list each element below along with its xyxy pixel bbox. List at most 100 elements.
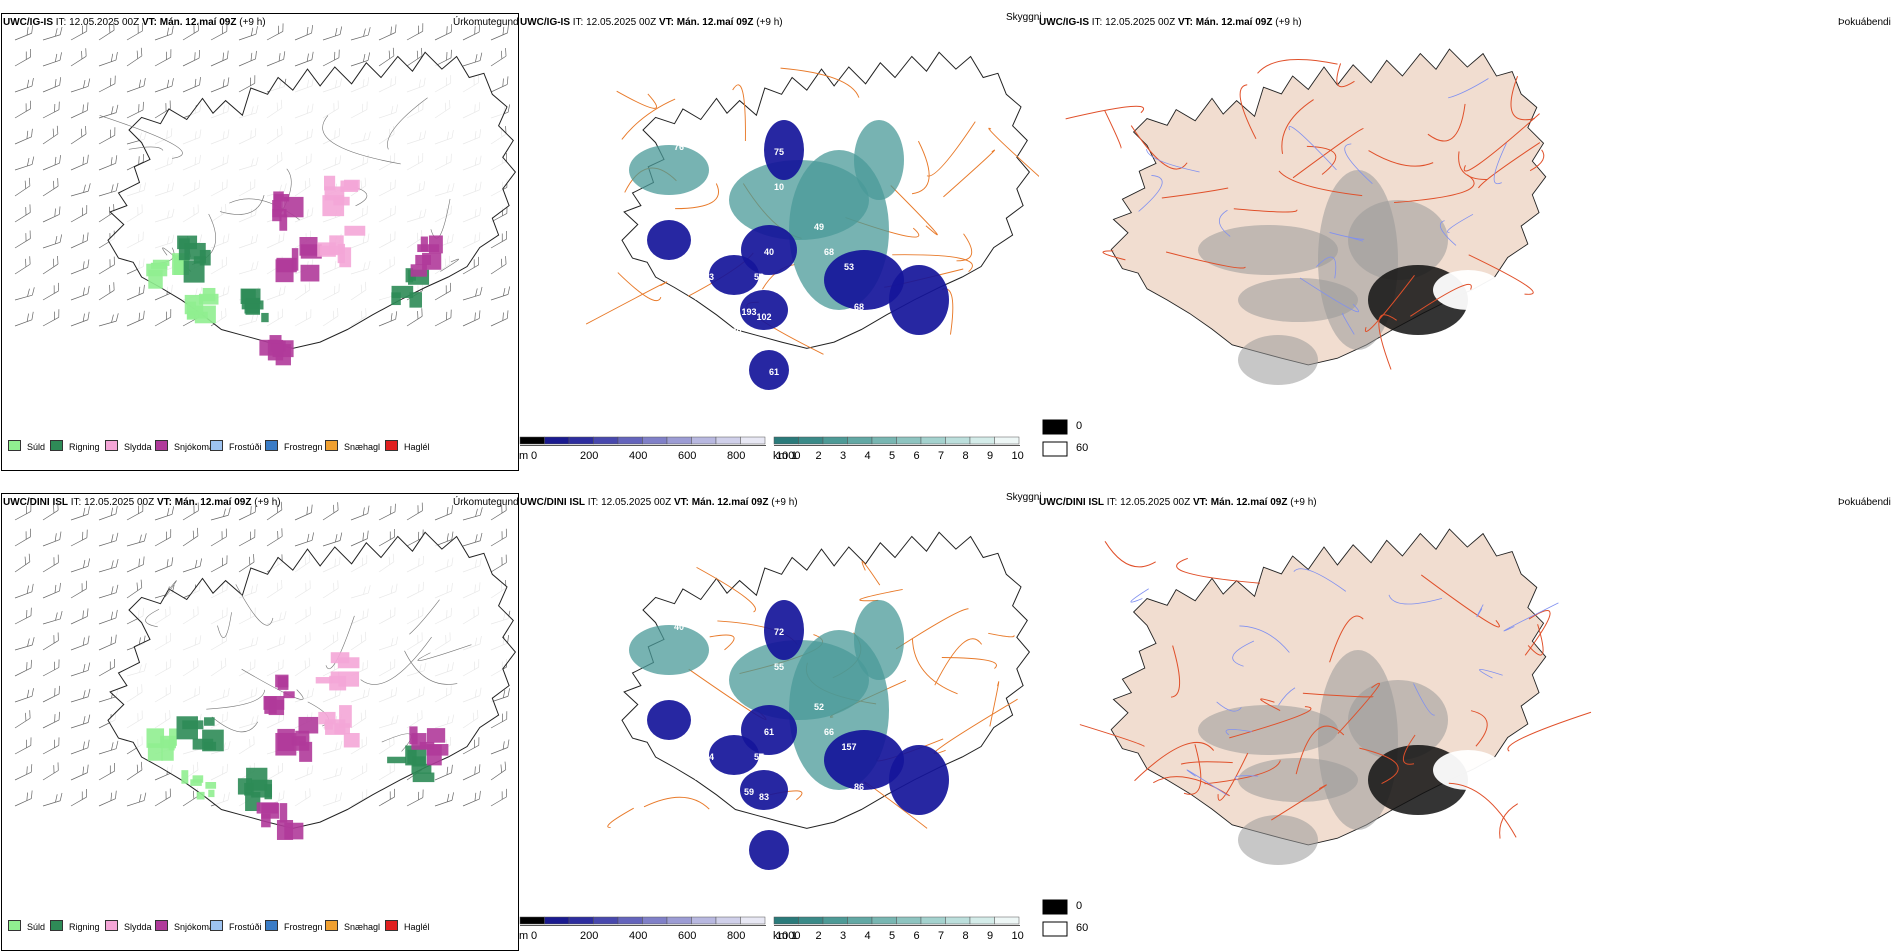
- legend-label: Snjókoma: [174, 442, 215, 452]
- legend-swatch: [325, 440, 338, 451]
- cloud-base-label: 506: [611, 602, 626, 612]
- legend-label: Súld: [27, 922, 46, 932]
- cloud-scale-tick: 600: [678, 930, 697, 942]
- cloud-scale-tick: 1000: [776, 930, 801, 942]
- fog-map: [1042, 528, 1592, 937]
- legend-label: Snæhagl: [344, 442, 381, 452]
- legend-swatch: [105, 920, 118, 931]
- model-name: UWC/IG-IS: [1039, 17, 1089, 28]
- vis-scale-tick: 10: [1011, 930, 1024, 942]
- forecast-row-dini: UWC/DINI ISL IT: 12.05.2025 00Z VT: Mán.…: [0, 480, 1900, 951]
- legend-label: Frostregn: [284, 922, 323, 932]
- cloud-base-label: 10: [774, 182, 784, 192]
- cloud-base-label: 193: [741, 307, 756, 317]
- cloud-base-label: 60: [754, 387, 764, 397]
- panel-header: UWC/IG-IS IT: 12.05.2025 00Z VT: Mán. 12…: [3, 17, 266, 28]
- vis-scale-tick: 8: [962, 450, 969, 462]
- cloud-base-label: 40: [674, 622, 684, 632]
- precip-type-panel: UWC/DINI ISL IT: 12.05.2025 00Z VT: Mán.…: [0, 480, 520, 951]
- vis-scale-tick: 1: [791, 930, 798, 942]
- visibility-panel: UWC/IG-IS IT: 12.05.2025 00Z VT: Mán. 12…: [519, 0, 1042, 470]
- panel-title-fog: Þokuábendi: [1838, 497, 1891, 508]
- fog-legend-label: 0: [1076, 420, 1083, 432]
- cloud-scale-tick: 400: [629, 930, 648, 942]
- cloud-base-label: 66: [824, 727, 834, 737]
- cloud-base-label: 76: [674, 142, 684, 152]
- valid-time: VT: Mán. 12.maí 09Z: [1192, 497, 1288, 508]
- legend-label: Frostregn: [284, 442, 323, 452]
- init-time: IT: 12.05.2025 00Z: [1091, 17, 1176, 28]
- fog-legend-label: 60: [1076, 922, 1089, 934]
- model-name: UWC/IG-IS: [520, 17, 570, 28]
- cloud-base-label: 76: [794, 352, 804, 362]
- cloud-base-label: 47: [799, 802, 809, 812]
- legend-label: Haglél: [404, 922, 430, 932]
- lead-time: (+9 h): [1290, 497, 1317, 508]
- cloud-scale-tick: 800: [727, 930, 746, 942]
- cloud-scale-tick: 0: [531, 930, 538, 942]
- legend-label: Snjókoma: [174, 922, 215, 932]
- cloud-base-label: 59: [744, 787, 754, 797]
- cloud-base-label: 63: [704, 272, 714, 282]
- init-time: IT: 12.05.2025 00Z: [55, 17, 140, 28]
- vis-scale-tick: 4: [864, 930, 871, 942]
- panel-title-precip: Úrkomutegund: [453, 17, 519, 28]
- cloud-base-label: 68: [824, 247, 834, 257]
- cloud-scale-tick: 600: [678, 450, 697, 462]
- cloud-base-label: 55: [774, 662, 784, 672]
- vis-scale-tick: 3: [840, 930, 847, 942]
- init-time: IT: 12.05.2025 00Z: [587, 497, 672, 508]
- precip-legend-item-snæhagl: Snæhagl: [325, 440, 380, 452]
- model-name: UWC/IG-IS: [3, 17, 53, 28]
- vis-scale-tick: 4: [864, 450, 871, 462]
- legend-swatch: [105, 440, 118, 451]
- cloud-base-label: 72: [774, 627, 784, 637]
- vis-scale-unit: km: [773, 450, 788, 462]
- legend-swatch: [155, 440, 168, 451]
- vis-scale-tick: 7: [938, 930, 945, 942]
- valid-time: VT: Mán. 12.maí 09Z: [141, 17, 237, 28]
- panel-title-fog: Þokuábendi: [1838, 17, 1891, 28]
- legend-swatch: [385, 920, 398, 931]
- lead-time: (+9 h): [756, 17, 783, 28]
- panel-title-precip: Úrkomutegund: [453, 497, 519, 508]
- precip-legend-item-súld: Súld: [8, 920, 45, 932]
- lead-time: (+9 h): [239, 17, 266, 28]
- vis-scale-tick: 5: [889, 450, 896, 462]
- cloud-scale-unit: m: [519, 450, 529, 462]
- vis-scale-tick: 3: [840, 450, 847, 462]
- cloud-scale-tick: 200: [580, 930, 599, 942]
- legend-swatch: [8, 440, 21, 451]
- precip-legend-item-snæhagl: Snæhagl: [325, 920, 380, 932]
- precip-legend-item-frostregn: Frostregn: [265, 440, 323, 452]
- fog-panel: UWC/DINI ISL IT: 12.05.2025 00Z VT: Mán.…: [1038, 480, 1900, 950]
- precip-legend-item-slydda: Slydda: [105, 440, 152, 452]
- precip-legend-item-frostregn: Frostregn: [265, 920, 323, 932]
- legend-swatch: [265, 440, 278, 451]
- legend-label: Haglél: [404, 442, 430, 452]
- vis-scale-tick: 6: [913, 450, 920, 462]
- precip-legend-item-rigning: Rigning: [50, 920, 100, 932]
- legend-label: Rigning: [69, 442, 100, 452]
- cloud-base-label: 61: [764, 727, 774, 737]
- cloud-base-label: 64: [694, 772, 704, 782]
- fog-panel: UWC/IG-IS IT: 12.05.2025 00Z VT: Mán. 12…: [1038, 0, 1900, 470]
- cloud-base-label: 57: [754, 752, 764, 762]
- legend-swatch: [8, 920, 21, 931]
- precip-map: [14, 501, 517, 840]
- cloud-scale-tick: 0: [531, 450, 538, 462]
- cloud-base-label: 260: [726, 327, 741, 337]
- vis-scale-tick: 2: [815, 930, 822, 942]
- legend-swatch: [50, 920, 63, 931]
- cloud-scale-tick: 1000: [776, 450, 801, 462]
- cloud-scale-tick: 200: [580, 450, 599, 462]
- fog-legend-label: 0: [1076, 900, 1083, 912]
- legend-swatch: [265, 920, 278, 931]
- cloud-base-label: 52: [784, 387, 794, 397]
- cloud-base-label: 52: [814, 702, 824, 712]
- cloud-base-label: 53: [844, 262, 854, 272]
- vis-scale-tick: 5: [889, 930, 896, 942]
- forecast-row-igis: UWC/IG-IS IT: 12.05.2025 00Z VT: Mán. 12…: [0, 0, 1900, 471]
- cloud-scale-unit: m: [519, 930, 529, 942]
